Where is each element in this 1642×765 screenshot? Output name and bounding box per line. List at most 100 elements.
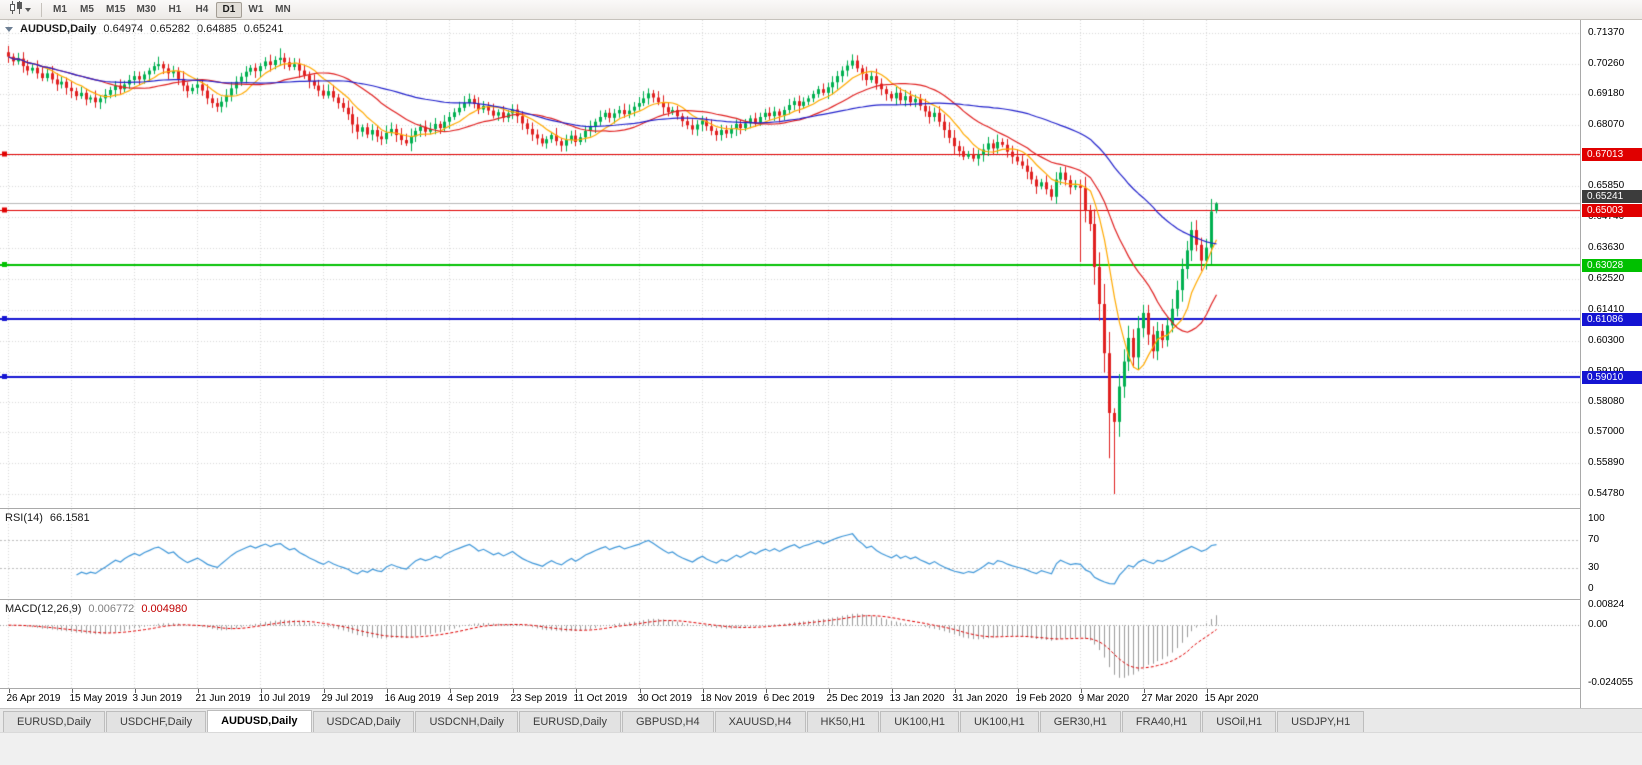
chart-tab[interactable]: HK50,H1 [806,711,880,732]
time-tick [8,689,10,693]
price-line-badge: 0.65003 [1582,204,1642,217]
time-axis-label: 3 Jun 2019 [132,693,183,704]
chart-tab-label: GER30,H1 [1053,716,1107,728]
chart-tab-label: USDCAD,Daily [326,716,401,728]
time-tick [1017,689,1019,693]
chart-tab-label: USDCNH,Daily [429,716,505,728]
chart-tab[interactable]: USDJPY,H1 [1277,711,1365,732]
timeframe-button[interactable]: M15 [101,2,130,18]
chart-tab-label: HK50,H1 [820,716,866,728]
one-click-trading-icon[interactable] [5,26,13,32]
price-line-badge: 0.61086 [1582,313,1642,326]
time-axis[interactable]: 26 Apr 2019 15 May 2019 3 Jun 2019 21 Jun 2… [0,689,1580,708]
macd-axis-label: 0.00824 [1588,599,1625,611]
chart-tab[interactable]: USDCNH,Daily [415,711,519,732]
chart-tab[interactable]: AUDUSD,Daily [207,710,312,732]
price-axis-label: 0.70260 [1588,57,1625,69]
timeframe-button[interactable]: MN [270,2,296,18]
chart-tab-label: GBPUSD,H4 [636,716,700,728]
price-axis-label: 0.63630 [1588,242,1625,254]
dropdown-caret-icon [25,7,31,12]
timeframe-button[interactable]: H4 [189,2,215,18]
chart-tab[interactable]: USDCHF,Daily [105,711,207,732]
price-axis-label: 0.58080 [1588,396,1625,408]
time-axis-label: 6 Dec 2019 [763,693,815,704]
time-tick [639,689,641,693]
pane-separator[interactable] [0,599,1642,600]
chart-type-button[interactable] [4,0,36,18]
chart-tab-label: EURUSD,Daily [533,716,607,728]
price-chart-canvas[interactable] [0,20,1580,508]
time-tick [197,689,199,693]
toolbar-separator [41,2,42,17]
chart-tab[interactable]: EURUSD,Daily [519,711,621,732]
pane-separator[interactable] [0,688,1642,689]
time-axis-label: 25 Dec 2019 [826,693,884,704]
chart-tab[interactable]: EURUSD,Daily [3,711,105,732]
price-axis-label: 0.69180 [1588,87,1625,99]
chart-area: AUDUSD,Daily 0.64974 0.65282 0.64885 0.6… [0,20,1642,708]
time-axis-label: 9 Mar 2020 [1078,693,1130,704]
timeframe-button[interactable]: D1 [215,1,242,18]
price-axis-label: 0.68070 [1588,118,1625,130]
timeframe-button[interactable]: M5 [74,2,100,18]
macd-main-value: 0.006772 [88,603,135,615]
price-line-badge: 0.59010 [1582,371,1642,384]
price-line-badge: 0.67013 [1582,148,1642,161]
chart-tab[interactable]: XAUUSD,H4 [714,711,806,732]
chart-tab-label: USOil,H1 [1216,716,1263,728]
time-axis-label: 13 Jan 2020 [889,693,945,704]
pane-separator[interactable] [0,508,1642,509]
chart-tab[interactable]: GER30,H1 [1039,711,1121,732]
chart-tab[interactable]: FRA40,H1 [1121,711,1202,732]
time-tick [828,689,830,693]
rsi-header: RSI(14) 66.1581 [5,512,90,524]
macd-signal-value: 0.004980 [141,603,188,615]
chart-tab[interactable]: UK100,H1 [880,711,959,732]
timeframe-button[interactable]: W1 [243,2,269,18]
timeframe-button[interactable]: H1 [162,2,188,18]
time-axis-label: 30 Oct 2019 [637,693,692,704]
time-tick [702,689,704,693]
time-tick [134,689,136,693]
price-axis-label: 0.57000 [1588,426,1625,438]
chart-tab-label: USDJPY,H1 [1291,716,1351,728]
price-axis-label: 0.65850 [1588,180,1625,192]
timeframe-button[interactable]: M30 [131,2,160,18]
ohlc-close-value: 0.65241 [243,23,284,35]
time-axis-label: 11 Oct 2019 [573,693,628,704]
price-scale[interactable]: 0.713700.702600.691800.680700.669900.658… [1580,20,1642,708]
time-axis-label: 19 Feb 2020 [1015,693,1072,704]
timeframe-button[interactable]: M1 [47,2,73,18]
chart-tab-label: UK100,H1 [973,716,1025,728]
price-axis-label: 0.61410 [1588,303,1625,315]
macd-indicator-canvas[interactable] [0,600,1580,688]
time-tick [449,689,451,693]
time-axis-label: 23 Sep 2019 [510,693,568,704]
ohlc-high-value: 0.65282 [150,23,190,35]
chart-tab[interactable]: GBPUSD,H4 [622,711,714,732]
price-axis-label: 0.55890 [1588,457,1625,469]
time-axis-label: 27 Mar 2020 [1141,693,1198,704]
time-tick [386,689,388,693]
chart-tab[interactable]: UK100,H1 [959,711,1039,732]
time-axis-label: 15 May 2019 [69,693,128,704]
chart-header: AUDUSD,Daily 0.64974 0.65282 0.64885 0.6… [5,23,283,35]
chart-tab[interactable]: USOil,H1 [1202,711,1277,732]
macd-header: MACD(12,26,9) 0.006772 0.004980 [5,603,187,615]
rsi-axis-label: 100 [1588,513,1605,524]
time-axis-label: 21 Jun 2019 [195,693,251,704]
chart-tab-label: FRA40,H1 [1135,716,1188,728]
time-axis-label: 26 Apr 2019 [6,693,61,704]
chart-tabbar: EURUSD,Daily USDCHF,Daily AUDUSD,Daily U… [0,708,1642,732]
time-tick [512,689,514,693]
rsi-axis-label: 70 [1588,534,1600,545]
timeframe-button-group: M1 M5 M15 M30 H1 H4 D1 W1 MN [47,1,296,18]
chart-tab-label: USDCHF,Daily [119,716,193,728]
rsi-indicator-canvas[interactable] [0,509,1580,599]
time-axis-label: 31 Jan 2020 [952,693,1008,704]
chart-tab[interactable]: USDCAD,Daily [312,711,415,732]
ohlc-low-value: 0.64885 [196,23,237,35]
price-axis-label: 0.54780 [1588,488,1625,500]
